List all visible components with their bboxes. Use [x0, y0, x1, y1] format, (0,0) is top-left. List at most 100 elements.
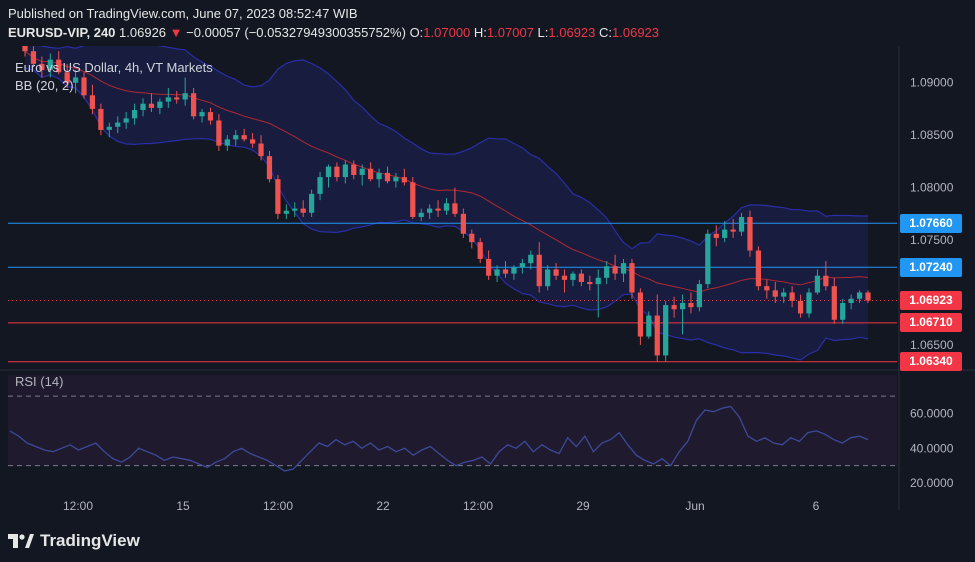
- bb-legend: BB (20, 2): [15, 78, 74, 93]
- time-tick-label: 12:00: [463, 499, 493, 513]
- close-label: C:: [599, 25, 613, 40]
- price-tick-label: 1.09000: [910, 76, 954, 90]
- candle-body: [781, 292, 787, 297]
- candle-body: [233, 135, 239, 140]
- candle-body: [300, 208, 306, 213]
- candle-body: [418, 212, 424, 217]
- candle-body: [182, 93, 188, 100]
- candle-body: [663, 305, 669, 356]
- price-tick-label: 1.08000: [910, 181, 954, 195]
- time-tick-label: 15: [176, 499, 190, 513]
- candle-body: [275, 179, 281, 214]
- candle-body: [553, 269, 559, 276]
- price-change: −0.00057 (−0.05327949300355752%): [186, 25, 406, 40]
- candle-body: [477, 242, 483, 259]
- candle-body: [325, 166, 332, 178]
- candle-body: [823, 275, 829, 287]
- candle-body: [679, 302, 686, 310]
- candle-body: [131, 109, 138, 119]
- candle-body: [856, 292, 863, 299]
- candle-body: [64, 72, 70, 83]
- candle-body: [722, 229, 728, 238]
- price-tick-label: 1.08500: [910, 128, 954, 142]
- candle-body: [30, 51, 37, 64]
- current-price-tag: 1.06923: [900, 291, 962, 311]
- rsi-tick-label: 20.0000: [910, 476, 954, 490]
- candle-body: [216, 120, 222, 146]
- candle-body: [224, 139, 230, 146]
- candle-body: [848, 298, 854, 303]
- rsi-band-fill: [8, 375, 897, 466]
- candle-body: [797, 300, 804, 314]
- bb-lower-line: [24, 67, 869, 361]
- candle-body: [561, 275, 568, 280]
- candle-body: [89, 95, 96, 109]
- candle-body: [115, 122, 121, 127]
- candle-body: [258, 143, 264, 157]
- candle-body: [637, 292, 644, 337]
- high-label: H:: [473, 25, 487, 40]
- candle-body: [545, 269, 551, 287]
- candle-body: [671, 305, 677, 310]
- candle-body: [292, 208, 298, 211]
- candle-body: [536, 254, 542, 287]
- level-price-tag: 1.06340: [900, 352, 962, 372]
- time-tick-label: 29: [576, 499, 590, 513]
- rsi-pane: [8, 375, 897, 472]
- candle-body: [410, 182, 416, 217]
- bb-upper-line: [24, 33, 868, 250]
- candle-body: [81, 77, 87, 96]
- level-price-tag: 1.07660: [900, 213, 962, 233]
- rsi-line: [9, 405, 869, 472]
- candle-body: [865, 292, 871, 301]
- candle-body: [401, 177, 407, 183]
- candle-body: [494, 269, 500, 276]
- candle-body: [789, 292, 795, 301]
- price-tick-label: 1.06500: [910, 338, 954, 352]
- time-tick-label: 12:00: [63, 499, 93, 513]
- candle-body: [376, 172, 382, 180]
- published-note: Published on TradingView.com, June 07, 2…: [8, 6, 358, 21]
- candle-body: [123, 118, 129, 123]
- open-value: 1.07000: [423, 25, 471, 40]
- time-tick-label: 6: [813, 499, 820, 513]
- symbol-label: EURUSD-VIP, 240: [8, 25, 116, 40]
- candle-body: [47, 59, 53, 71]
- candle-body: [587, 281, 593, 285]
- candle-body: [688, 302, 694, 308]
- candle-body: [351, 164, 357, 176]
- candle-body: [207, 112, 214, 121]
- header-bar: Published on TradingView.com, June 07, 2…: [0, 0, 975, 46]
- candle-body: [140, 103, 146, 110]
- candle-body: [713, 233, 719, 238]
- candle-body: [595, 277, 601, 285]
- candle-body: [199, 112, 205, 117]
- candle-body: [528, 254, 534, 264]
- candle-body: [612, 266, 618, 274]
- candle-body: [427, 208, 433, 213]
- candle-body: [157, 101, 163, 108]
- time-tick-label: 22: [376, 499, 390, 513]
- candle-body: [840, 302, 846, 320]
- candle-body: [772, 290, 778, 297]
- candle-body: [814, 275, 821, 293]
- level-price-tag: 1.07240: [900, 257, 962, 277]
- candle-body: [241, 135, 247, 140]
- candle-body: [393, 177, 399, 182]
- price-pane: [8, 33, 897, 363]
- candle-body: [56, 59, 62, 73]
- low-label: L:: [537, 25, 549, 40]
- candle-body: [578, 273, 584, 282]
- rsi-tick-label: 40.0000: [910, 441, 954, 455]
- candle-body: [755, 250, 762, 287]
- candle-body: [511, 267, 517, 274]
- candle-body: [764, 286, 770, 291]
- chart-title: Euro vs US Dollar, 4h, VT Markets: [15, 60, 213, 75]
- candle-body: [98, 108, 104, 130]
- candle-body: [469, 233, 475, 243]
- rsi-tick-label: 60.0000: [910, 406, 954, 420]
- axes: 12:00 15 12:00 22 12:00 29 Jun 6 1.09000 1.08500 1…: [0, 46, 975, 513]
- ohlc-readout: EURUSD-VIP, 240 1.06926 ▼ −0.00057 (−0.0…: [8, 25, 659, 40]
- candle-body: [72, 77, 79, 83]
- low-value: 1.06923: [548, 25, 596, 40]
